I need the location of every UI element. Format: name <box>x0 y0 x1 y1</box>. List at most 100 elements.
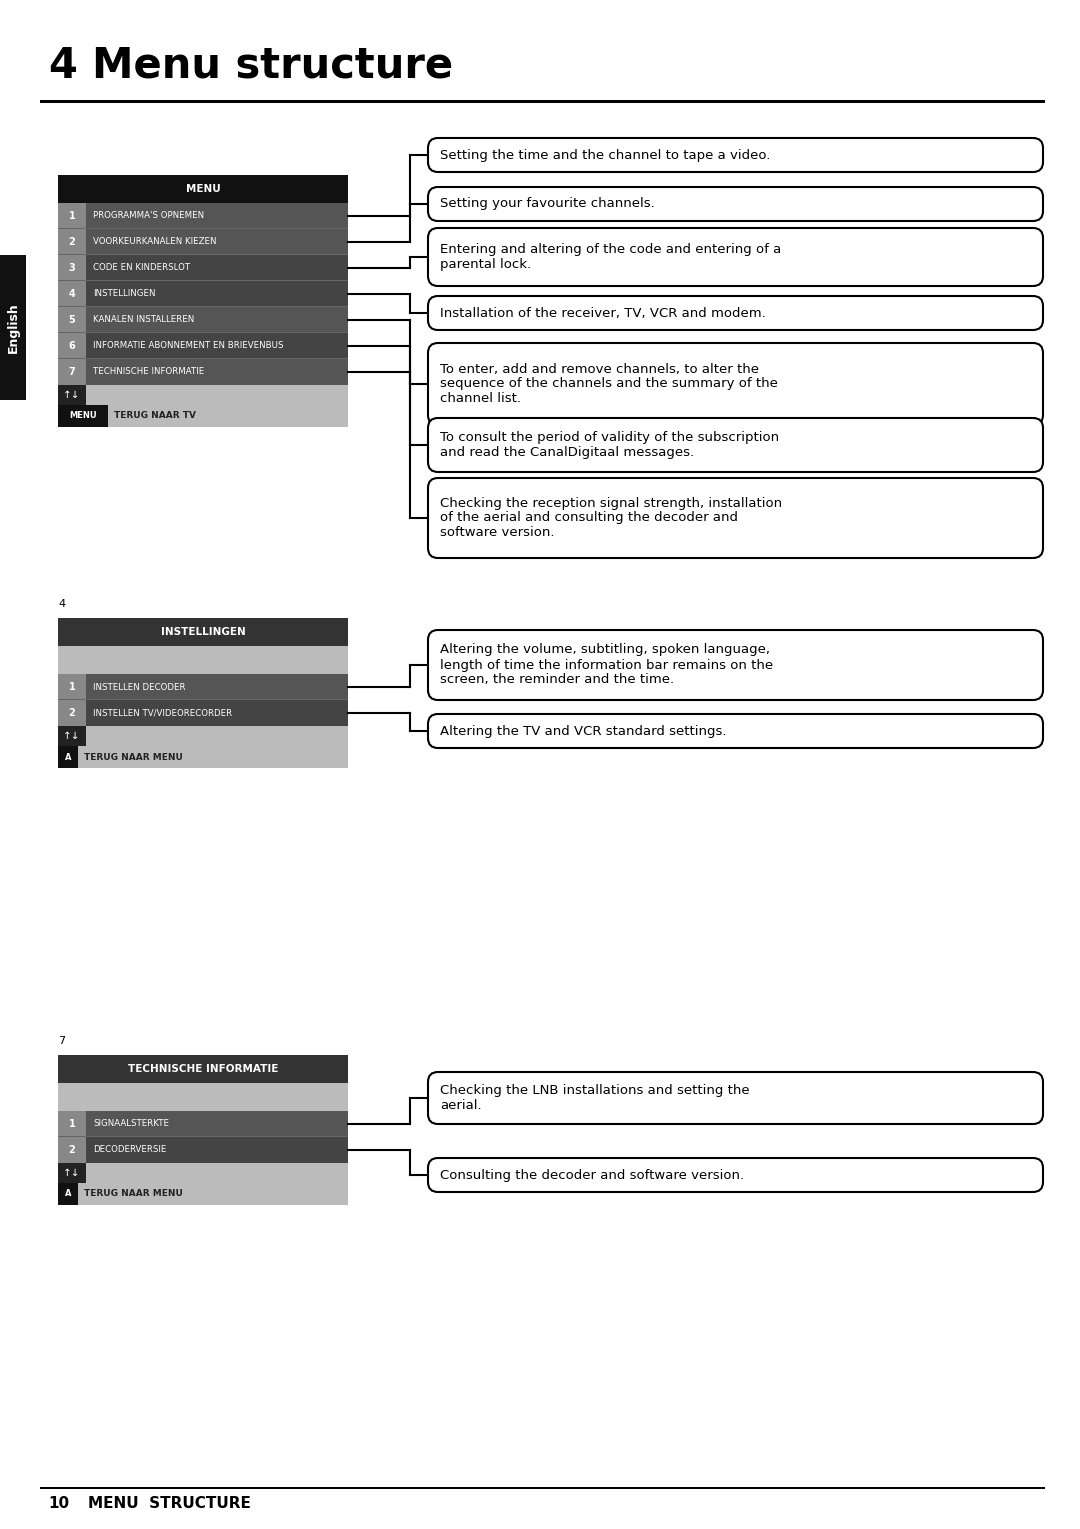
Bar <box>58 1164 86 1183</box>
Text: A: A <box>65 1190 71 1199</box>
Text: SIGNAALSTERKTE: SIGNAALSTERKTE <box>93 1119 168 1128</box>
Bar <box>86 307 348 333</box>
Bar <box>58 618 348 645</box>
Text: Altering the volume, subtitling, spoken language,
length of time the information: Altering the volume, subtitling, spoken … <box>440 644 773 687</box>
Bar <box>86 203 348 229</box>
Bar <box>58 1112 86 1138</box>
Text: 2: 2 <box>69 237 76 248</box>
Text: Setting your favourite channels.: Setting your favourite channels. <box>440 197 654 211</box>
Bar <box>0 255 26 401</box>
Text: 10: 10 <box>48 1495 69 1511</box>
Bar <box>58 674 86 700</box>
Bar <box>58 1055 348 1083</box>
Text: 4: 4 <box>48 44 77 87</box>
Text: 5: 5 <box>69 315 76 326</box>
Text: 4: 4 <box>69 289 76 300</box>
Text: ↑↓: ↑↓ <box>64 731 81 742</box>
Bar <box>86 1138 348 1164</box>
Bar <box>58 385 86 405</box>
Text: INSTELLINGEN: INSTELLINGEN <box>93 289 156 298</box>
Text: VOORKEURKANALEN KIEZEN: VOORKEURKANALEN KIEZEN <box>93 237 216 246</box>
Text: Setting the time and the channel to tape a video.: Setting the time and the channel to tape… <box>440 148 770 162</box>
Bar <box>86 385 348 405</box>
Bar <box>58 645 348 674</box>
Text: KANALEN INSTALLEREN: KANALEN INSTALLEREN <box>93 315 194 324</box>
Bar <box>86 333 348 359</box>
Bar <box>86 726 348 746</box>
Bar <box>58 726 86 746</box>
Text: 3: 3 <box>69 263 76 274</box>
FancyBboxPatch shape <box>428 1157 1043 1193</box>
Text: INSTELLINGEN: INSTELLINGEN <box>161 627 245 638</box>
Text: Installation of the receiver, TV, VCR and modem.: Installation of the receiver, TV, VCR an… <box>440 306 766 320</box>
Bar <box>58 700 86 726</box>
Bar <box>86 1112 348 1138</box>
Text: Menu structure: Menu structure <box>92 44 454 87</box>
Text: To consult the period of validity of the subscription
and read the CanalDigitaal: To consult the period of validity of the… <box>440 431 779 459</box>
Text: INSTELLEN TV/VIDEORECORDER: INSTELLEN TV/VIDEORECORDER <box>93 708 232 717</box>
FancyBboxPatch shape <box>428 138 1043 171</box>
Text: TERUG NAAR TV: TERUG NAAR TV <box>114 411 195 420</box>
Text: TECHNISCHE INFORMATIE: TECHNISCHE INFORMATIE <box>93 367 204 376</box>
Bar <box>86 674 348 700</box>
Text: 2: 2 <box>69 708 76 719</box>
Text: CODE EN KINDERSLOT: CODE EN KINDERSLOT <box>93 263 190 272</box>
Bar <box>58 307 86 333</box>
Bar <box>58 281 86 307</box>
Bar <box>86 1164 348 1183</box>
Text: MENU  STRUCTURE: MENU STRUCTURE <box>87 1495 251 1511</box>
Bar <box>108 405 348 427</box>
Bar <box>58 229 86 255</box>
Text: TERUG NAAR MENU: TERUG NAAR MENU <box>84 1190 183 1199</box>
Bar <box>58 174 348 203</box>
FancyBboxPatch shape <box>428 479 1043 558</box>
Text: PROGRAMMA'S OPNEMEN: PROGRAMMA'S OPNEMEN <box>93 211 204 220</box>
Text: 1: 1 <box>69 211 76 222</box>
Bar <box>58 255 86 281</box>
Text: TERUG NAAR MENU: TERUG NAAR MENU <box>84 752 183 761</box>
Bar <box>58 1138 86 1164</box>
FancyBboxPatch shape <box>428 714 1043 748</box>
Text: 1: 1 <box>69 682 76 693</box>
Bar <box>40 1488 1045 1489</box>
Text: To enter, add and remove channels, to alter the
sequence of the channels and the: To enter, add and remove channels, to al… <box>440 362 778 405</box>
Bar <box>78 746 348 768</box>
Text: Checking the LNB installations and setting the
aerial.: Checking the LNB installations and setti… <box>440 1084 750 1112</box>
Bar <box>86 255 348 281</box>
Bar <box>40 99 1045 102</box>
Text: 7: 7 <box>58 1037 65 1046</box>
Text: MENU: MENU <box>69 411 97 420</box>
FancyBboxPatch shape <box>428 342 1043 425</box>
Text: 4: 4 <box>58 599 65 609</box>
Text: INFORMATIE ABONNEMENT EN BRIEVENBUS: INFORMATIE ABONNEMENT EN BRIEVENBUS <box>93 341 283 350</box>
Text: Entering and altering of the code and entering of a
parental lock.: Entering and altering of the code and en… <box>440 243 781 271</box>
Text: Altering the TV and VCR standard settings.: Altering the TV and VCR standard setting… <box>440 725 727 737</box>
Text: 7: 7 <box>69 367 76 378</box>
Bar <box>58 746 78 768</box>
Bar <box>78 1183 348 1205</box>
Bar <box>86 700 348 726</box>
FancyBboxPatch shape <box>428 297 1043 330</box>
Text: ↑↓: ↑↓ <box>64 1168 81 1177</box>
FancyBboxPatch shape <box>428 417 1043 472</box>
FancyBboxPatch shape <box>428 228 1043 286</box>
Text: INSTELLEN DECODER: INSTELLEN DECODER <box>93 682 186 691</box>
Bar <box>58 359 86 385</box>
FancyBboxPatch shape <box>428 1072 1043 1124</box>
Text: 2: 2 <box>69 1145 76 1154</box>
Bar <box>58 1083 348 1112</box>
Text: English: English <box>6 303 19 353</box>
Text: MENU: MENU <box>186 183 220 194</box>
Bar <box>58 405 108 427</box>
Bar <box>86 359 348 385</box>
Text: 6: 6 <box>69 341 76 352</box>
Bar <box>86 229 348 255</box>
Text: DECODERVERSIE: DECODERVERSIE <box>93 1145 166 1154</box>
Bar <box>58 1183 78 1205</box>
Text: ↑↓: ↑↓ <box>64 390 81 401</box>
FancyBboxPatch shape <box>428 187 1043 222</box>
FancyBboxPatch shape <box>428 630 1043 700</box>
Text: Checking the reception signal strength, installation
of the aerial and consultin: Checking the reception signal strength, … <box>440 497 782 540</box>
Text: A: A <box>65 752 71 761</box>
Bar <box>58 203 86 229</box>
